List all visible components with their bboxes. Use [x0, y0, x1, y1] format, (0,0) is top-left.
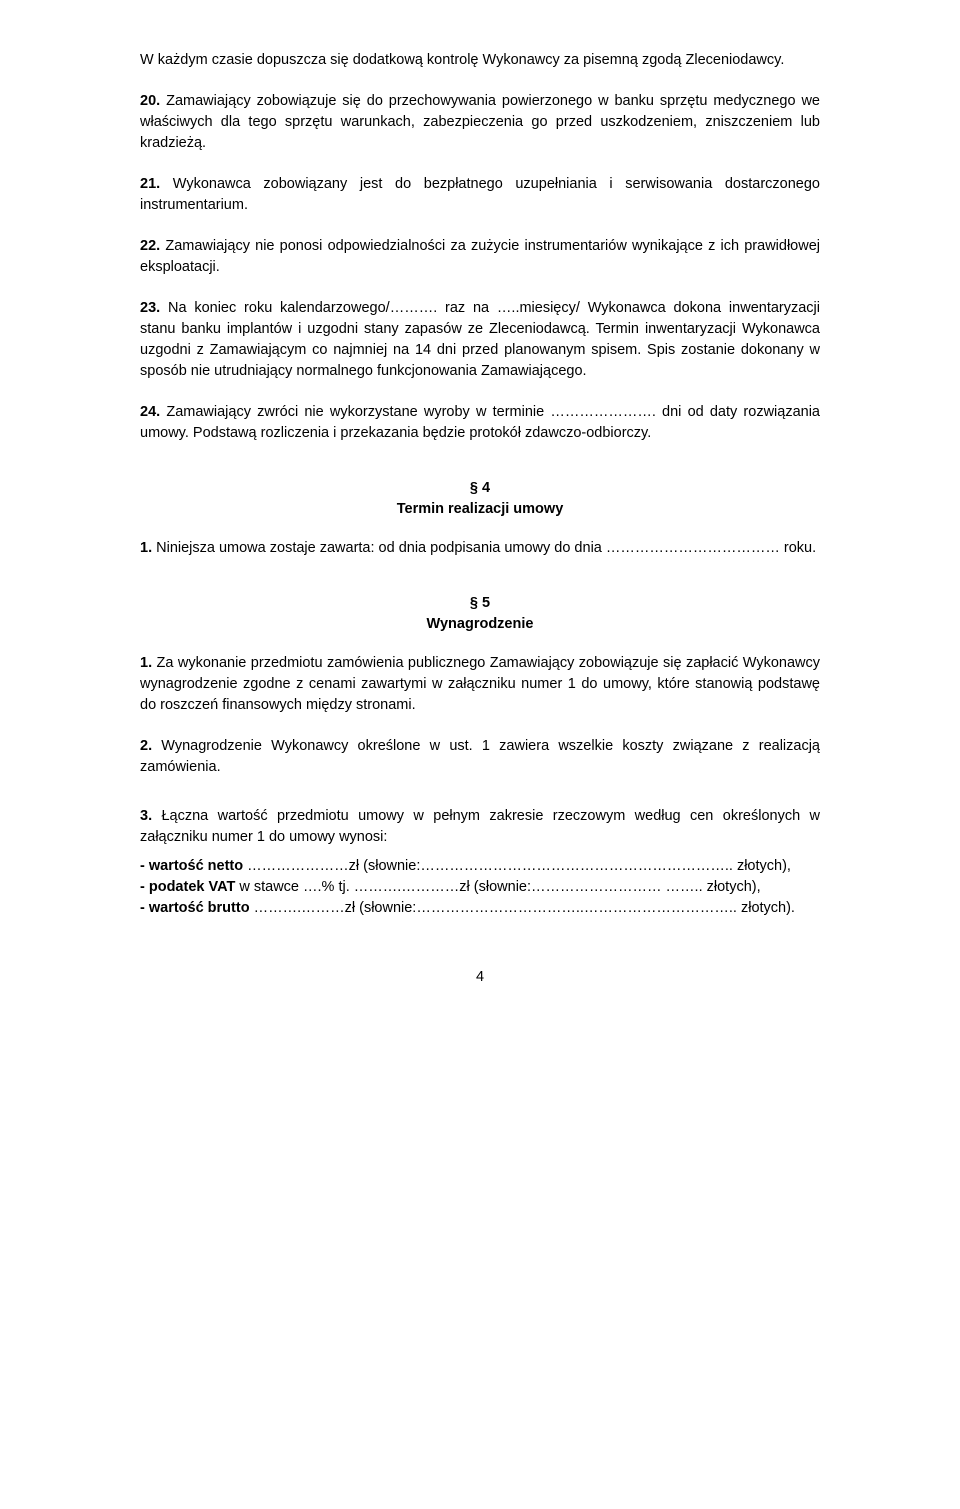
paragraph-21-number: 21. [140, 176, 160, 192]
document-page: W każdym czasie dopuszcza się dodatkową … [70, 0, 890, 1028]
section-4-header: § 4 Termin realizacji umowy [140, 478, 820, 520]
section-5-paragraph-1: 1. Za wykonanie przedmiotu zamówienia pu… [140, 653, 820, 716]
section-5-p2-body: Wynagrodzenie Wykonawcy określone w ust.… [140, 738, 820, 775]
paragraph-24: 24. Zamawiający zwróci nie wykorzystane … [140, 402, 820, 444]
value-netto-line: - wartość netto …………………zł (słownie:……………… [140, 856, 820, 877]
section-5-p3-number: 3. [140, 808, 152, 824]
section-5-symbol: § 5 [140, 593, 820, 614]
section-5-paragraph-2: 2. Wynagrodzenie Wykonawcy określone w u… [140, 736, 820, 778]
section-5-p1-body: Za wykonanie przedmiotu zamówienia publi… [140, 655, 820, 713]
paragraph-20-number: 20. [140, 93, 160, 109]
paragraph-24-body: Zamawiający zwróci nie wykorzystane wyro… [140, 404, 820, 441]
section-5-p1-number: 1. [140, 655, 152, 671]
section-4-p1-number: 1. [140, 540, 152, 556]
paragraph-24-number: 24. [140, 404, 160, 420]
value-vat-label: - podatek VAT [140, 879, 235, 895]
section-4-p1-body: Niniejsza umowa zostaje zawarta: od dnia… [152, 540, 816, 556]
paragraph-22-body: Zamawiający nie ponosi odpowiedzialności… [140, 238, 820, 275]
page-number: 4 [140, 967, 820, 988]
value-vat-rest: w stawce ….% tj. ……….…………zł (słownie:………… [235, 879, 760, 895]
section-4-title: Termin realizacji umowy [140, 499, 820, 520]
paragraph-22-number: 22. [140, 238, 160, 254]
paragraph-22: 22. Zamawiający nie ponosi odpowiedzialn… [140, 236, 820, 278]
section-5-p3-body: Łączna wartość przedmiotu umowy w pełnym… [140, 808, 820, 845]
section-5-p2-number: 2. [140, 738, 152, 754]
paragraph-21: 21. Wykonawca zobowiązany jest do bezpła… [140, 174, 820, 216]
value-brutto-label: - wartość brutto [140, 900, 250, 916]
section-5-header: § 5 Wynagrodzenie [140, 593, 820, 635]
paragraph-20: 20. Zamawiający zobowiązuje się do przec… [140, 91, 820, 154]
paragraph-23: 23. Na koniec roku kalendarzowego/………. r… [140, 298, 820, 382]
value-netto-rest: …………………zł (słownie:………………………………………………………… [243, 858, 791, 874]
value-brutto-line: - wartość brutto ……….………zł (słownie:…………… [140, 898, 820, 919]
section-4-paragraph-1: 1. Niniejsza umowa zostaje zawarta: od d… [140, 538, 820, 559]
section-5-title: Wynagrodzenie [140, 614, 820, 635]
section-5-paragraph-3: 3. Łączna wartość przedmiotu umowy w peł… [140, 806, 820, 848]
value-brutto-rest: ……….………zł (słownie:……………………………..……………………… [250, 900, 795, 916]
section-4-symbol: § 4 [140, 478, 820, 499]
paragraph-21-body: Wykonawca zobowiązany jest do bezpłatneg… [140, 176, 820, 213]
paragraph-23-number: 23. [140, 300, 160, 316]
value-netto-label: - wartość netto [140, 858, 243, 874]
paragraph-23-body: Na koniec roku kalendarzowego/………. raz n… [140, 300, 820, 379]
value-vat-line: - podatek VAT w stawce ….% tj. ……….…………z… [140, 877, 820, 898]
paragraph-intro: W każdym czasie dopuszcza się dodatkową … [140, 50, 820, 71]
paragraph-20-body: Zamawiający zobowiązuje się do przechowy… [140, 93, 820, 151]
